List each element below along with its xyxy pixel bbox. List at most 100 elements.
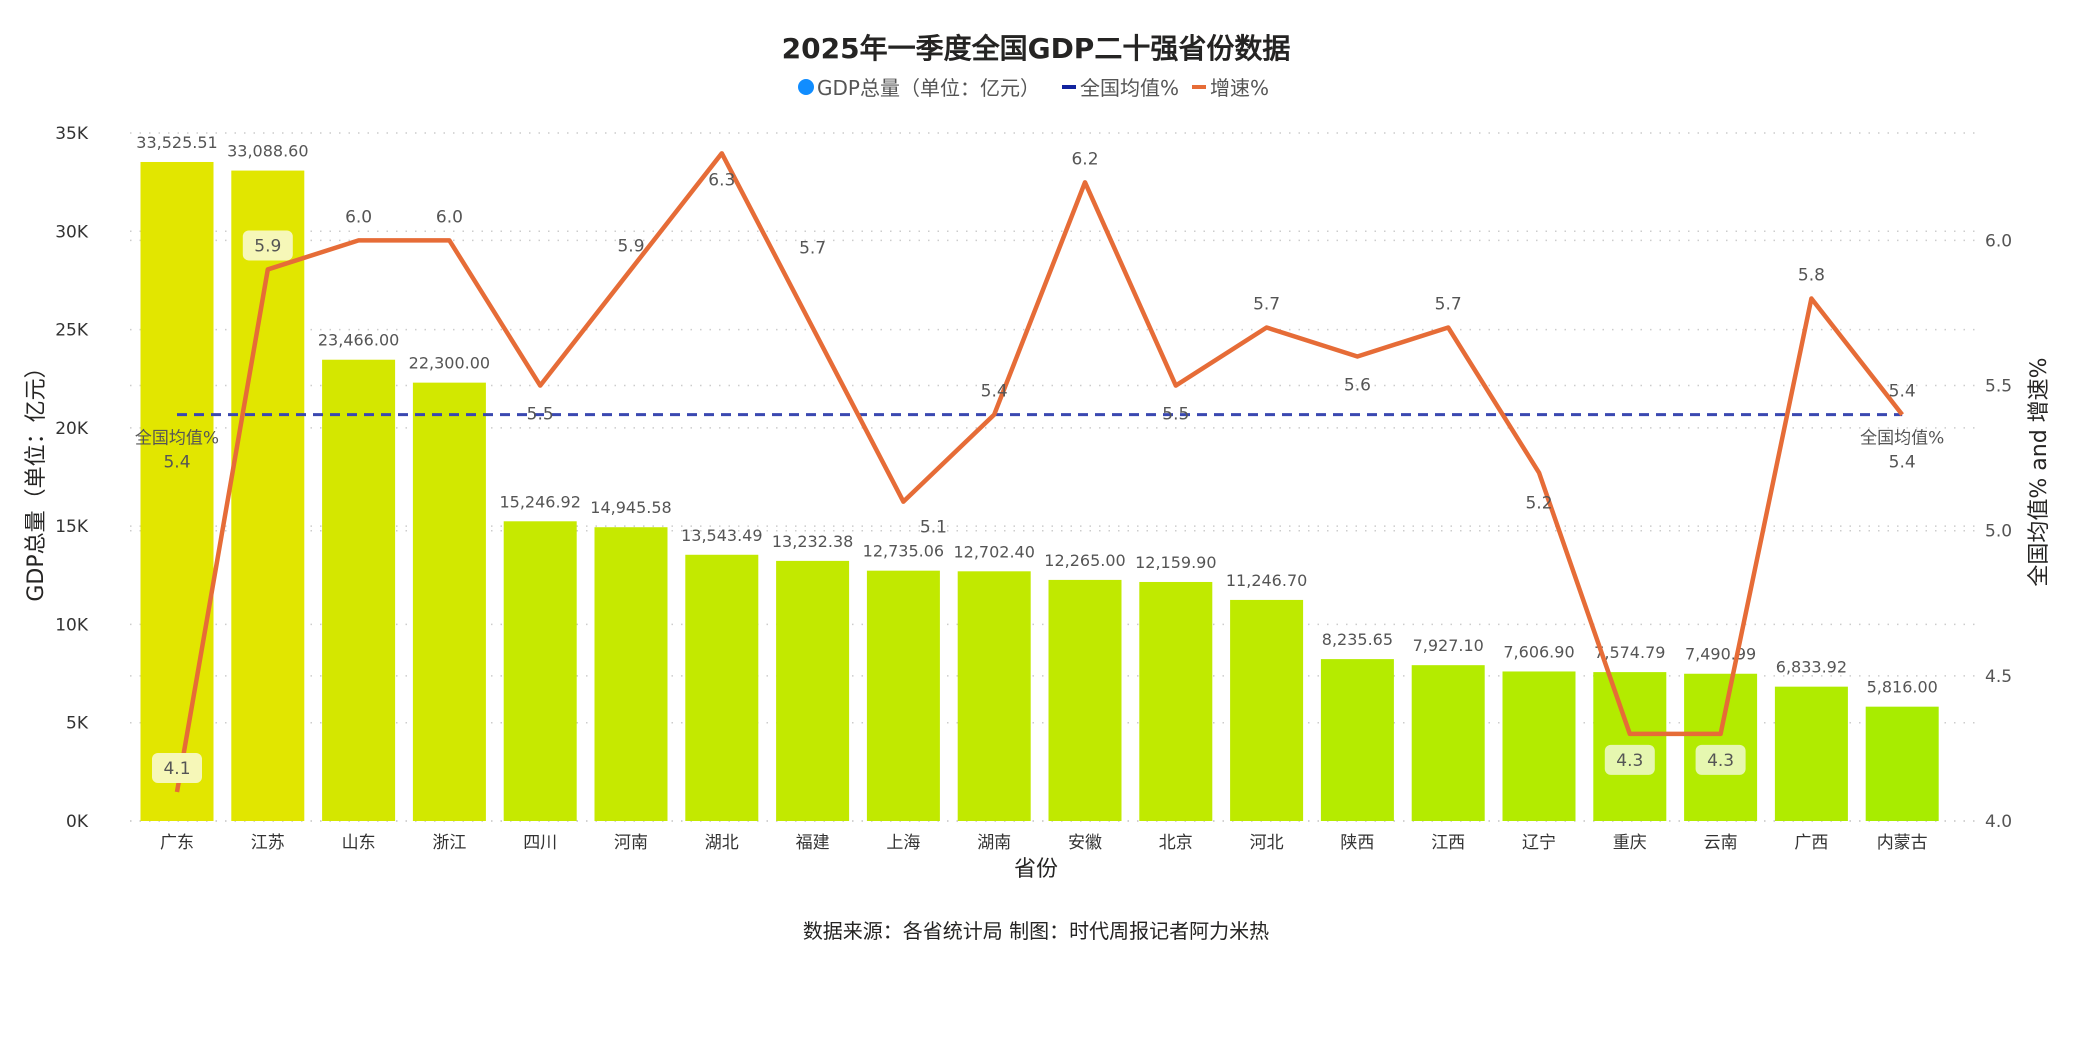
x-tick-label: 浙江 [432, 833, 466, 853]
bar-data-label: 12,159.90 [1135, 553, 1216, 572]
x-tick-label: 内蒙古 [1877, 833, 1928, 853]
growth-data-label: 5.6 [1344, 376, 1371, 396]
growth-data-label: 4.1 [163, 759, 190, 779]
growth-data-label: 5.4 [981, 382, 1008, 402]
growth-data-label: 5.9 [617, 236, 644, 256]
average-value-label: 5.4 [1889, 453, 1916, 473]
bar-data-label: 7,927.10 [1413, 636, 1484, 655]
x-tick-label: 四川 [523, 833, 557, 853]
x-tick-label: 辽宁 [1522, 833, 1556, 853]
y-tick-label: 20K [55, 419, 89, 439]
y-tick-label: 5K [66, 714, 89, 734]
growth-label-box [152, 752, 202, 783]
bar-data-label: 22,300.00 [409, 354, 490, 373]
bar [322, 359, 396, 821]
growth-line [174, 151, 1904, 793]
y-axis-right-title: 全国均值% and 增速% [2027, 357, 2052, 586]
x-tick-label: 山东 [342, 833, 376, 853]
x-tick-label: 重庆 [1613, 833, 1647, 853]
growth-data-label: 6.3 [708, 170, 735, 190]
growth-data-label: 5.9 [254, 236, 281, 256]
bar [1230, 599, 1304, 821]
bar [412, 382, 486, 821]
bar [1320, 659, 1394, 821]
bar-data-label: 12,702.40 [953, 542, 1034, 561]
y2-tick-label: 5.5 [1985, 377, 2012, 397]
average-annotation-label: 全国均值% [1860, 429, 1944, 449]
growth-data-label: 5.5 [527, 405, 554, 425]
bar-data-label: 7,606.90 [1503, 642, 1574, 661]
bar [866, 570, 940, 821]
growth-data-label: 5.1 [920, 518, 947, 538]
growth-line-series: 4.1 5.9 6.0 6.0 5.5 5.9 6.3 5.7 5.1 5.4 6.2 5.5 5.7 5… [152, 149, 1916, 793]
x-tick-label: 河南 [614, 833, 648, 853]
growth-label-box [242, 230, 293, 261]
average-value-label: 5.4 [163, 453, 190, 473]
bar [776, 560, 850, 821]
bar-data-label: 14,945.58 [590, 498, 671, 517]
y-tick-label: 0K [66, 812, 89, 832]
y-tick-label: 30K [55, 222, 89, 242]
x-tick-label: 安徽 [1068, 833, 1102, 853]
x-tick-label: 湖北 [705, 833, 739, 853]
bar-series: 33,525.51 33,088.60 23,466.00 22,300.00 15,2… [136, 133, 1939, 822]
growth-data-label: 5.7 [799, 238, 826, 258]
legend: GDP总量（单位：亿元） 全国均值% 增速% [798, 76, 1269, 100]
bar-data-label: 33,088.60 [227, 142, 308, 161]
x-tick-label: 北京 [1159, 833, 1193, 853]
bar-data-label: 15,246.92 [499, 492, 580, 511]
y-axis-left-title: GDP总量（单位：亿元） [24, 356, 49, 601]
bar-data-label: 12,735.06 [863, 542, 944, 561]
growth-data-label: 5.8 [1798, 265, 1825, 285]
growth-data-label: 5.2 [1525, 494, 1552, 514]
x-tick-label: 陕西 [1340, 833, 1374, 853]
growth-data-label: 6.2 [1071, 149, 1098, 169]
y2-tick-label: 6.0 [1985, 231, 2012, 251]
bar-data-label: 7,490.99 [1685, 645, 1756, 664]
bar [594, 527, 668, 821]
growth-data-label: 5.7 [1435, 294, 1462, 314]
x-axis: 广东 江苏 山东 浙江 四川 河南 湖北 福建 上海 湖南 安徽 北京 河北 陕西 江西 辽宁 重庆 云南 广西 内蒙… [160, 833, 1928, 853]
bar-data-label: 11,246.70 [1226, 571, 1307, 590]
x-tick-label: 广西 [1794, 833, 1828, 853]
x-tick-label: 江西 [1431, 833, 1465, 853]
bar-data-label: 8,235.65 [1322, 630, 1393, 649]
growth-data-label: 6.0 [345, 207, 372, 227]
bar [1865, 706, 1939, 821]
y2-tick-label: 5.0 [1985, 522, 2012, 542]
bar [140, 161, 214, 821]
x-tick-label: 上海 [886, 833, 920, 853]
bar-data-label: 6,833.92 [1776, 658, 1847, 677]
legend-growth-line-icon [1192, 85, 1206, 89]
x-axis-title: 省份 [1014, 857, 1058, 882]
bar-data-label: 23,466.00 [318, 331, 399, 350]
x-tick-label: 福建 [796, 833, 830, 853]
chart-title: 2025年一季度全国GDP二十强省份数据 [782, 32, 1291, 65]
y-tick-label: 15K [55, 517, 89, 537]
bar [1774, 686, 1848, 821]
bar-data-label: 13,543.49 [681, 526, 762, 545]
bar-data-label: 33,525.51 [136, 133, 217, 152]
y2-tick-label: 4.5 [1985, 667, 2012, 687]
y-tick-label: 25K [55, 321, 89, 341]
legend-avg-label[interactable]: 全国均值% [1080, 76, 1179, 100]
x-tick-label: 江苏 [251, 833, 285, 853]
bar [685, 554, 759, 821]
legend-gdp-circle-icon [798, 79, 814, 95]
growth-data-label: 5.5 [1162, 405, 1189, 425]
bar [1048, 579, 1122, 821]
bar-data-label: 13,232.38 [772, 532, 853, 551]
bar-data-label: 12,265.00 [1044, 551, 1125, 570]
growth-label-box [1695, 744, 1746, 775]
growth-data-label: 6.0 [436, 207, 463, 227]
legend-avg-line-icon [1062, 85, 1076, 89]
x-tick-label: 湖南 [977, 833, 1011, 853]
footer-source: 数据来源：各省统计局 制图：时代周报记者阿力米热 [803, 919, 1269, 943]
legend-growth-label[interactable]: 增速% [1210, 76, 1269, 100]
growth-data-label: 5.7 [1253, 294, 1280, 314]
legend-gdp-label[interactable]: GDP总量（单位：亿元） [817, 76, 1040, 100]
y-axis-right: 4.0 4.5 5.0 5.5 6.0 [1985, 231, 2012, 832]
bar-data-label: 5,816.00 [1867, 678, 1938, 697]
x-tick-label: 云南 [1704, 833, 1738, 853]
